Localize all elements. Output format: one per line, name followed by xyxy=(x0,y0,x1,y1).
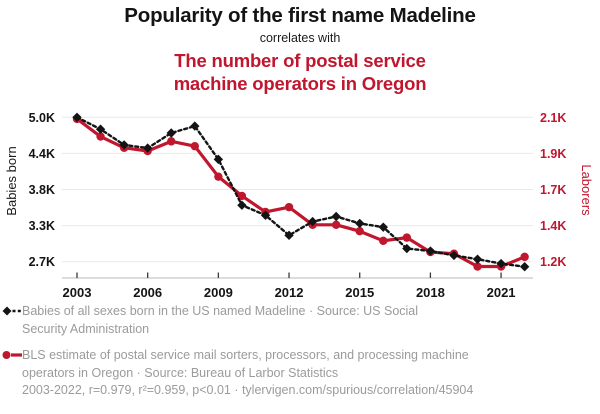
right-axis-title: Laborers xyxy=(579,164,594,216)
red-circle-solid-marker-icon xyxy=(2,351,22,359)
right-tick-label: 2.1K xyxy=(540,111,566,125)
left-tick-label: 3.8K xyxy=(29,183,55,197)
legend-text-madeline: Babies of all sexes born in the US named… xyxy=(22,303,596,338)
legend-oregon-line2: operators in Oregon · Source: Bureau of … xyxy=(22,365,339,380)
legend-entry-oregon: BLS estimate of postal service mail sort… xyxy=(0,347,596,382)
correlation-chart: 2003 2006 2009 2012 2015 2018 2021 5.0K 4.4K 3.8K… xyxy=(29,111,567,300)
series-oregon xyxy=(72,114,529,271)
legend-text-oregon: BLS estimate of postal service mail sort… xyxy=(22,347,596,382)
chart-panel: 2003 2006 2009 2012 2015 2018 2021 5.0K 4.4K 3.8K… xyxy=(0,100,600,300)
right-axis-tick-labels: 2.1K 1.9K 1.7K 1.4K 1.2K xyxy=(540,111,566,269)
x-tick-label: 2015 xyxy=(345,285,374,300)
left-axis-title: Babies born xyxy=(4,146,19,216)
x-tick-label: 2021 xyxy=(487,285,516,300)
x-axis: 2003 2006 2009 2012 2015 2018 2021 xyxy=(62,272,533,300)
legend-madeline-line2: Security Administration xyxy=(22,321,150,336)
legend-entry-madeline: Babies of all sexes born in the US named… xyxy=(0,303,596,338)
series-madeline xyxy=(72,112,530,272)
chart-subtitle: The number of postal service machine ope… xyxy=(0,49,600,95)
left-tick-label: 3.3K xyxy=(29,219,55,233)
x-tick-label: 2018 xyxy=(416,285,445,300)
connector-text: correlates with xyxy=(259,31,341,45)
right-tick-label: 1.7K xyxy=(540,183,566,197)
left-tick-label: 2.7K xyxy=(29,255,55,269)
legend-oregon-line1: BLS estimate of postal service mail sort… xyxy=(22,348,469,362)
chart-subtitle-line1: The number of postal service xyxy=(174,50,426,71)
chart-subtitle-line2: machine operators in Oregon xyxy=(173,73,427,94)
right-tick-label: 1.4K xyxy=(540,219,566,233)
right-tick-label: 1.9K xyxy=(540,147,566,161)
x-tick-label: 2003 xyxy=(63,285,92,300)
left-axis-tick-labels: 5.0K 4.4K 3.8K 3.3K 2.7K xyxy=(29,111,55,269)
page-title: Popularity of the first name Madeline xyxy=(124,4,476,27)
x-tick-label: 2009 xyxy=(204,285,233,300)
left-tick-label: 4.4K xyxy=(29,147,55,161)
legend-madeline-line1: Babies of all sexes born in the US named… xyxy=(22,304,419,318)
gridlines xyxy=(62,116,533,263)
stats-footnote: 2003-2022, r=0.979, r²=0.959, p<0.01 · t… xyxy=(22,383,474,397)
x-tick-label: 2006 xyxy=(133,285,162,300)
black-diamond-dashed-marker-icon xyxy=(2,306,22,316)
right-tick-label: 1.2K xyxy=(540,255,566,269)
left-tick-label: 5.0K xyxy=(29,111,55,125)
x-tick-label: 2012 xyxy=(275,285,304,300)
